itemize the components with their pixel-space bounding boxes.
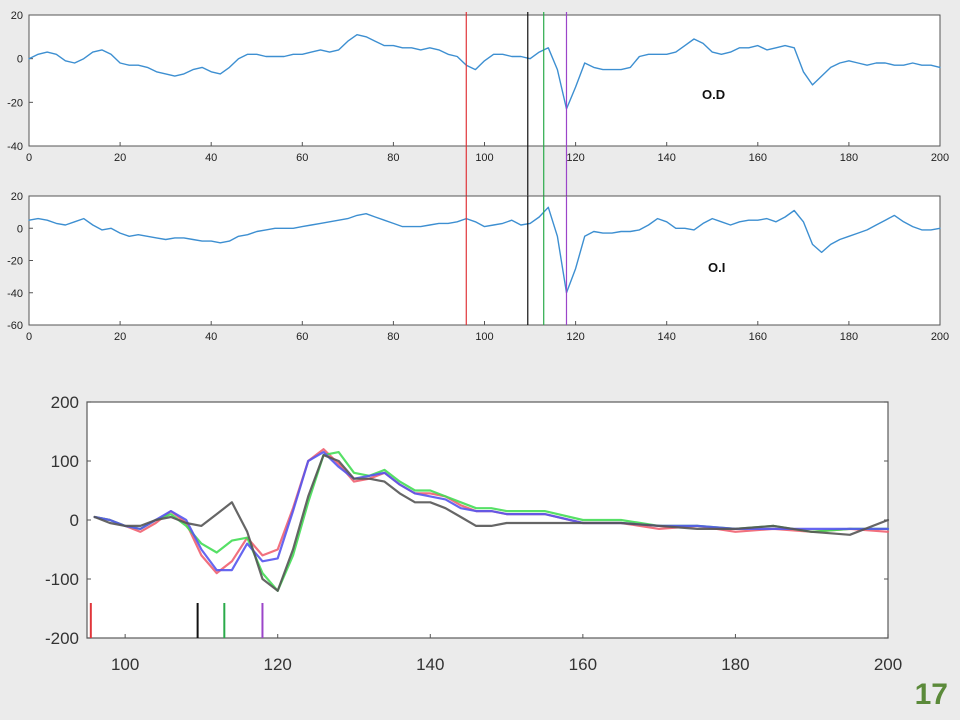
oi-ytick-label: -20 — [7, 256, 23, 268]
oi-xtick-label: 100 — [475, 331, 493, 343]
oi-series — [28, 206, 941, 294]
od-xtick-label: 100 — [475, 152, 493, 164]
od-xtick-label: 200 — [931, 152, 949, 164]
oi-ytick-label: -40 — [7, 288, 23, 300]
od-series-line-trace — [28, 34, 941, 110]
overlay-plot: 100 120 140 160 180 200 -200 -100 0 100 200 — [45, 393, 902, 674]
oi-ticks: 0 20 40 60 80 100 120 140 160 180 200 -60 -40 -20 0 20 — [7, 191, 949, 343]
overlay-series — [93, 448, 890, 592]
overlay-ytick-label: 0 — [70, 511, 79, 530]
od-plot-area — [28, 14, 941, 147]
oi-xtick-label: 200 — [931, 331, 949, 343]
oi-plot: 0 20 40 60 80 100 120 140 160 180 200-60-40-20020 … — [7, 191, 949, 343]
od-xtick-label: 180 — [840, 152, 858, 164]
oi-xtick-label: 60 — [296, 331, 308, 343]
overlay-ytick-label: 200 — [51, 393, 79, 412]
overlay-series-line-bottom_gray — [93, 454, 890, 592]
od-xtick-label: 40 — [205, 152, 217, 164]
od-xtick-label: 140 — [658, 152, 676, 164]
slide-number: 17 — [914, 678, 948, 711]
od-ytick-label: -40 — [7, 141, 23, 153]
od-ytick-label: 0 — [17, 54, 23, 66]
oi-xtick-label: 20 — [114, 331, 126, 343]
oi-plot-area — [28, 195, 941, 326]
overlay-xtick-label: 180 — [721, 655, 749, 674]
overlay-xtick-label: 160 — [569, 655, 597, 674]
oi-xtick-label: 160 — [749, 331, 767, 343]
oi-ytick-label: 20 — [11, 191, 23, 203]
oi-xtick-label: 40 — [205, 331, 217, 343]
od-xtick-label: 160 — [749, 152, 767, 164]
overlay-xtick-label: 200 — [874, 655, 902, 674]
overlay-plot-area — [86, 401, 889, 639]
od-xtick-label: 60 — [296, 152, 308, 164]
overlay-ytick-label: 100 — [51, 452, 79, 471]
overlay-markers — [89, 603, 264, 638]
od-ytick-label: 20 — [11, 10, 23, 22]
oi-series-line-trace — [28, 206, 941, 294]
oi-xtick-label: 180 — [840, 331, 858, 343]
od-ytick-label: -20 — [7, 97, 23, 109]
od-label: O.D — [702, 87, 725, 102]
oi-ytick-label: -60 — [7, 320, 23, 332]
oi-label: O.I — [708, 260, 725, 275]
od-series — [28, 34, 941, 110]
overlay-xtick-label: 100 — [111, 655, 139, 674]
od-ticks: 0 20 40 60 80 100 120 140 160 180 200 -40 -20 0 20 — [7, 10, 949, 164]
overlay-xtick-label: 140 — [416, 655, 444, 674]
oi-xtick-label: 80 — [387, 331, 399, 343]
od-xtick-label: 20 — [114, 152, 126, 164]
od-xtick-label: 80 — [387, 152, 399, 164]
overlay-ytick-label: -100 — [45, 570, 79, 589]
oi-xtick-label: 140 — [658, 331, 676, 343]
overlay-ticks: 100 120 140 160 180 200 -200 -100 0 100 200 — [45, 393, 902, 674]
oi-markers — [465, 196, 568, 325]
oi-xtick-label: 0 — [26, 331, 32, 343]
oi-ytick-label: 0 — [17, 223, 23, 235]
od-xtick-label: 0 — [26, 152, 32, 164]
overlay-xtick-label: 120 — [264, 655, 292, 674]
overlay-ytick-label: -200 — [45, 629, 79, 648]
od-xtick-label: 120 — [566, 152, 584, 164]
oi-xtick-label: 120 — [566, 331, 584, 343]
